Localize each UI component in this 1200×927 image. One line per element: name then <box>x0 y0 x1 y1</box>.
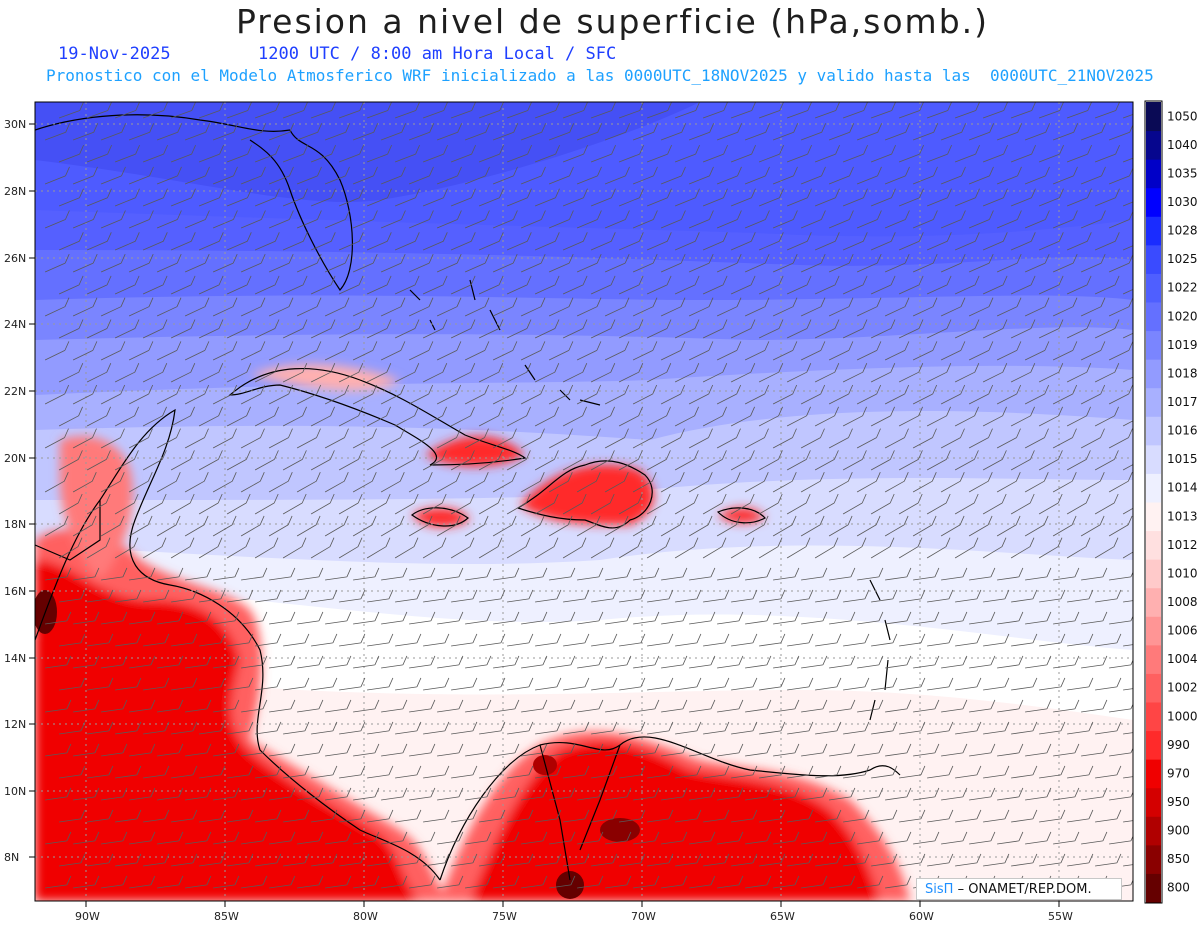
colorbar-swatch <box>1146 587 1161 617</box>
colorbar-label: 1016 <box>1167 424 1198 438</box>
colorbar-swatch <box>1146 302 1161 332</box>
colorbar-swatch <box>1146 730 1161 760</box>
lat-label: 20N <box>4 452 26 465</box>
colorbar-swatch <box>1146 102 1161 132</box>
colorbar-swatch <box>1146 759 1161 789</box>
colorbar-swatch <box>1146 873 1161 903</box>
sispi-logo: SisΠ <box>925 882 954 897</box>
forecast-note: Pronostico con el Modelo Atmosferico WRF… <box>46 66 1154 85</box>
colorbar-label: 990 <box>1167 738 1190 752</box>
lon-label: 65W <box>770 910 795 923</box>
colorbar-swatch <box>1146 216 1161 246</box>
colorbar-label: 1017 <box>1167 395 1198 409</box>
colorbar-swatch <box>1146 787 1161 817</box>
lat-label: 30N <box>4 118 26 131</box>
colorbar-swatch <box>1146 844 1161 874</box>
colorbar-swatch <box>1146 644 1161 674</box>
lat-label: 8N <box>4 851 19 864</box>
longitude-labels: 90W 85W 80W 75W 70W 65W 60W 55W <box>75 910 1073 923</box>
colorbar-label: 950 <box>1167 795 1190 809</box>
colorbar-label: 1015 <box>1167 452 1198 466</box>
colorbar-label: 1014 <box>1167 481 1198 495</box>
lat-label: 26N <box>4 252 26 265</box>
lon-label: 55W <box>1048 910 1073 923</box>
lat-label: 18N <box>4 518 26 531</box>
colorbar-swatch <box>1146 359 1161 389</box>
colorbar-swatch <box>1146 130 1161 160</box>
wind-barbs <box>44 102 1133 889</box>
colorbar-label: 1028 <box>1167 224 1198 238</box>
colorbar-label: 850 <box>1167 852 1190 866</box>
coastlines <box>35 114 901 881</box>
colorbar-label: 1019 <box>1167 338 1198 352</box>
colorbar-label: 1000 <box>1167 709 1198 723</box>
pressure-field <box>35 102 1133 901</box>
colorbar-label: 900 <box>1167 824 1190 838</box>
credit-box: SisΠ – ONAMET/REP.DOM. <box>916 878 1122 900</box>
colorbar-label: 1006 <box>1167 624 1198 638</box>
lon-label: 90W <box>75 910 100 923</box>
colorbar-label: 1002 <box>1167 681 1198 695</box>
lon-label: 80W <box>353 910 378 923</box>
forecast-date: 19-Nov-2025 <box>58 44 171 64</box>
colorbar-swatch <box>1146 502 1161 532</box>
colorbar-label: 1004 <box>1167 652 1198 666</box>
lon-label: 70W <box>631 910 656 923</box>
colorbar-swatch <box>1146 244 1161 274</box>
colorbar-swatch <box>1146 187 1161 217</box>
lat-label: 24N <box>4 318 26 331</box>
colorbar-swatch <box>1146 416 1161 446</box>
colorbar-label: 1013 <box>1167 509 1198 523</box>
colorbar-label: 800 <box>1167 881 1190 895</box>
lon-label: 75W <box>492 910 517 923</box>
colorbar-label: 1012 <box>1167 538 1198 552</box>
colorbar-swatch <box>1146 273 1161 303</box>
colorbar-label: 1040 <box>1167 138 1198 152</box>
map-frame <box>34 101 1134 902</box>
lat-label: 28N <box>4 185 26 198</box>
colorbar-swatch <box>1146 559 1161 589</box>
colorbar-label: 1020 <box>1167 309 1198 323</box>
lat-label: 16N <box>4 585 26 598</box>
lat-label: 10N <box>4 785 26 798</box>
latitude-labels: 30N 28N 26N 24N 22N 20N 18N 16N 14N 12N … <box>4 118 26 864</box>
colorbar-label: 1010 <box>1167 566 1198 580</box>
map-title: Presion a nivel de superficie (hPa,somb.… <box>235 2 990 41</box>
colorbar-label: 970 <box>1167 766 1190 780</box>
colorbar-swatch <box>1146 330 1161 360</box>
colorbar-label: 1022 <box>1167 281 1198 295</box>
wind-barb-field <box>44 102 1133 889</box>
lon-label: 85W <box>214 910 239 923</box>
valid-time: 1200 UTC / 8:00 am Hora Local / SFC <box>258 44 617 64</box>
colorbar: 1050 1040 1035 1030 1028 1025 1022 1020 1019 1018… <box>1144 100 1198 904</box>
colorbar-label: 1008 <box>1167 595 1198 609</box>
colorbar-label: 1050 <box>1167 109 1198 123</box>
colorbar-swatch <box>1146 673 1161 703</box>
colorbar-swatch <box>1146 702 1161 732</box>
axis-ticks <box>29 123 1060 907</box>
colorbar-swatch <box>1146 444 1161 474</box>
colorbar-swatch <box>1146 387 1161 417</box>
colorbar-label: 1035 <box>1167 166 1198 180</box>
colorbar-label: 1018 <box>1167 366 1198 380</box>
colorbar-swatch <box>1146 816 1161 846</box>
colorbar-swatch <box>1146 616 1161 646</box>
credit-text: – ONAMET/REP.DOM. <box>957 882 1092 897</box>
colorbar-swatch <box>1146 530 1161 560</box>
colorbar-swatch <box>1146 473 1161 503</box>
lat-label: 14N <box>4 652 26 665</box>
colorbar-label: 1025 <box>1167 252 1198 266</box>
colorbar-swatch <box>1146 159 1161 189</box>
colorbar-label: 1030 <box>1167 195 1198 209</box>
lon-label: 60W <box>909 910 934 923</box>
lat-label: 12N <box>4 718 26 731</box>
lat-label: 22N <box>4 385 26 398</box>
